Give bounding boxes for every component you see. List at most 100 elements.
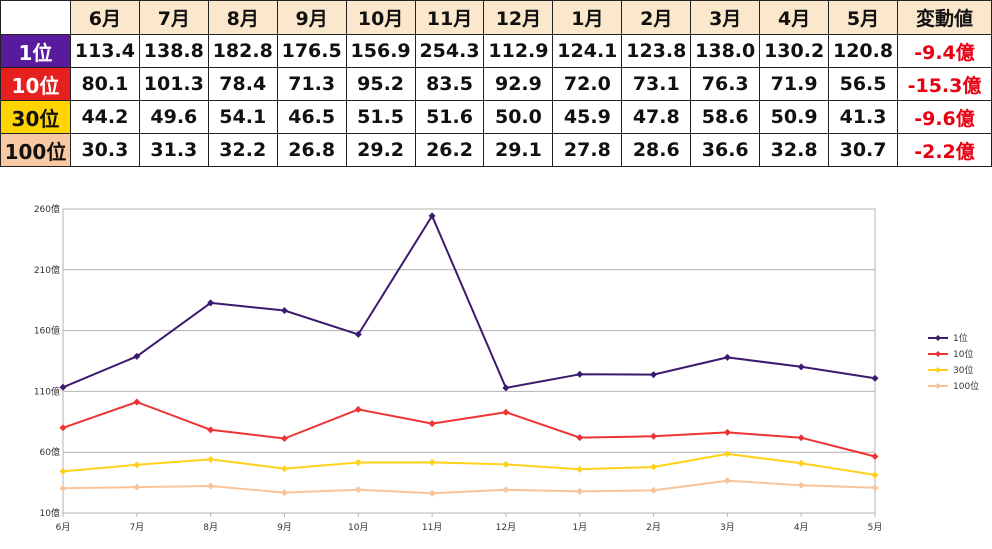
- value-cell: 54.1: [207, 100, 278, 134]
- value-cell: 56.5: [828, 67, 898, 101]
- rank-label: 1位: [0, 34, 71, 68]
- x-tick-label: 11月: [422, 522, 442, 533]
- value-cell: 83.5: [414, 67, 485, 101]
- data-point: [354, 486, 362, 494]
- value-cell: 49.6: [138, 100, 209, 134]
- x-tick-label: 8月: [203, 522, 218, 533]
- value-cell: 72.0: [552, 67, 623, 101]
- data-point: [797, 481, 805, 489]
- data-point: [280, 307, 288, 315]
- x-tick-label: 3月: [720, 522, 735, 533]
- value-cell: 138.8: [138, 34, 209, 68]
- value-cell: 254.3: [414, 34, 485, 68]
- rank-label: 30位: [0, 100, 71, 134]
- change-cell: -9.4億: [897, 34, 992, 68]
- data-point: [428, 489, 436, 497]
- data-point: [280, 465, 288, 473]
- month-header: 4月: [759, 0, 830, 35]
- data-point: [354, 330, 362, 338]
- legend-label: 1位: [953, 332, 968, 344]
- value-cell: 76.3: [690, 67, 761, 101]
- month-header: 12月: [483, 0, 554, 35]
- value-cell: 41.3: [828, 100, 898, 134]
- value-cell: 36.6: [690, 133, 761, 167]
- value-cell: 112.9: [483, 34, 554, 68]
- data-point: [502, 408, 510, 416]
- data-point: [207, 482, 215, 490]
- month-header: 7月: [138, 0, 209, 35]
- data-point: [59, 467, 67, 475]
- value-cell: 58.6: [690, 100, 761, 134]
- month-header: 11月: [414, 0, 485, 35]
- legend-marker: [935, 383, 941, 389]
- month-header: 10月: [345, 0, 416, 35]
- month-header: 6月: [69, 0, 140, 35]
- data-point: [133, 398, 141, 406]
- value-cell: 92.9: [483, 67, 554, 101]
- data-point: [502, 486, 510, 494]
- data-point: [576, 434, 584, 442]
- value-cell: 71.3: [276, 67, 347, 101]
- legend-label: 10位: [953, 348, 973, 360]
- value-cell: 51.5: [345, 100, 416, 134]
- value-cell: 156.9: [345, 34, 416, 68]
- data-point: [576, 487, 584, 495]
- value-cell: 176.5: [276, 34, 347, 68]
- value-cell: 45.9: [552, 100, 623, 134]
- data-point: [723, 477, 731, 485]
- data-point: [59, 484, 67, 492]
- value-cell: 71.9: [759, 67, 830, 101]
- month-header: 5月: [828, 0, 898, 35]
- series-line: [62, 479, 876, 495]
- month-header: 8月: [207, 0, 278, 35]
- data-point: [354, 405, 362, 413]
- data-point: [59, 383, 67, 391]
- y-tick-label: 160億: [34, 325, 60, 337]
- legend-marker: [935, 335, 941, 341]
- data-point: [723, 450, 731, 458]
- month-header: 3月: [690, 0, 761, 35]
- ranking-table: 6月 7月 8月 9月 10月 11月 12月 1月 2月 3月 4月 5月 変動値 1位 113.4 138…: [0, 0, 992, 167]
- data-point: [871, 452, 879, 460]
- value-cell: 73.1: [621, 67, 692, 101]
- data-point: [797, 363, 805, 371]
- data-point: [133, 461, 141, 469]
- series-line: [62, 401, 876, 458]
- legend-label: 30位: [953, 364, 973, 376]
- value-cell: 26.2: [414, 133, 485, 167]
- data-point: [280, 489, 288, 497]
- data-point: [871, 471, 879, 479]
- data-point: [59, 424, 67, 432]
- data-point: [133, 483, 141, 491]
- table-row: 100位 30.3 31.3 32.2 26.8 29.2 26.2 29.1 27.8 28.6…: [0, 133, 992, 167]
- change-cell: -15.3億: [897, 67, 992, 101]
- value-cell: 95.2: [345, 67, 416, 101]
- data-point: [280, 434, 288, 442]
- legend-label: 100位: [953, 380, 979, 392]
- data-point: [797, 434, 805, 442]
- month-header: 2月: [621, 0, 692, 35]
- month-header: 1月: [552, 0, 623, 35]
- data-point: [650, 463, 658, 471]
- table-header-row: 6月 7月 8月 9月 10月 11月 12月 1月 2月 3月 4月 5月 変動値: [0, 0, 992, 35]
- y-tick-label: 110億: [34, 385, 60, 397]
- data-point: [650, 371, 658, 379]
- value-cell: 26.8: [276, 133, 347, 167]
- data-point: [871, 484, 879, 492]
- value-cell: 123.8: [621, 34, 692, 68]
- table-row: 10位 80.1 101.3 78.4 71.3 95.2 83.5 92.9 72.0 73.1…: [0, 67, 992, 101]
- value-cell: 124.1: [552, 34, 623, 68]
- value-cell: 46.5: [276, 100, 347, 134]
- x-tick-label: 1月: [572, 522, 587, 533]
- data-point: [723, 353, 731, 361]
- value-cell: 27.8: [552, 133, 623, 167]
- data-point: [650, 432, 658, 440]
- x-tick-label: 9月: [277, 522, 292, 533]
- value-cell: 28.6: [621, 133, 692, 167]
- data-point: [428, 458, 436, 466]
- value-cell: 130.2: [759, 34, 830, 68]
- table-row: 30位 44.2 49.6 54.1 46.5 51.5 51.6 50.0 45.9 47.8 5…: [0, 100, 992, 134]
- y-tick-label: 60億: [40, 446, 60, 458]
- data-point: [723, 428, 731, 436]
- x-tick-label: 12月: [496, 522, 516, 533]
